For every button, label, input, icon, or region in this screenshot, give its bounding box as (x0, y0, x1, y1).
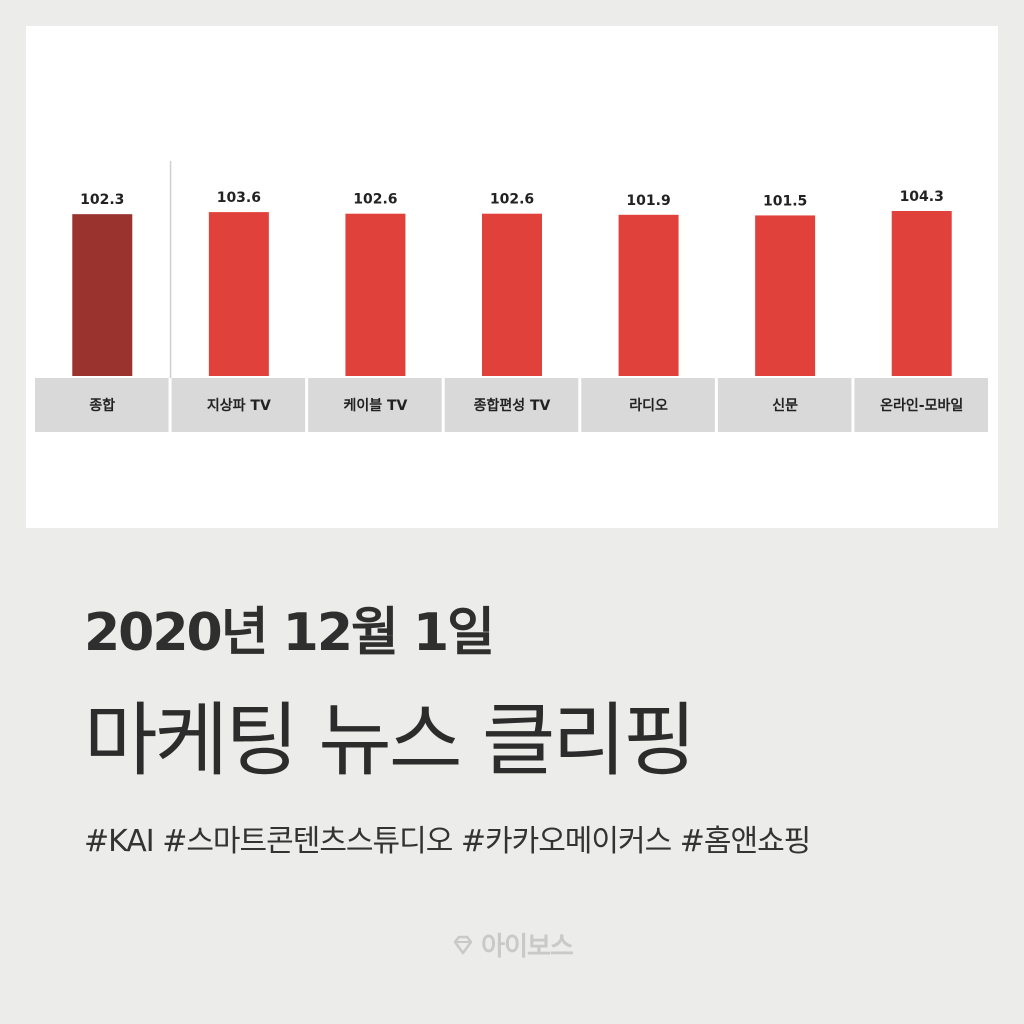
category-label: 온라인-모바일 (880, 397, 963, 414)
category-band (854, 378, 988, 432)
bar (345, 213, 406, 376)
bar (208, 212, 269, 376)
brand-logo: 아이보스 (0, 926, 1024, 963)
data-label: 102.6 (353, 192, 397, 208)
data-label: 104.3 (900, 189, 944, 205)
category-label: 라디오 (629, 398, 668, 414)
category-label: 지상파 TV (207, 398, 271, 414)
data-label: 101.9 (626, 193, 670, 209)
hashtags: #KAI #스마트콘텐츠스튜디오 #카카오메이커스 #홈앤쇼핑 (84, 824, 811, 859)
data-label: 101.5 (763, 193, 807, 209)
chart-card: 102.3 종합 103.6 지상파 TV 102.6 케이블 TV 102.6 종합편성 T… (26, 26, 998, 528)
category-label: 종합편성 TV (474, 397, 551, 414)
bar-chart: 102.3 종합 103.6 지상파 TV 102.6 케이블 TV 102.6 종합편성 T… (35, 161, 988, 432)
diamond-logo-icon (453, 935, 473, 954)
category-band (717, 378, 852, 432)
bar (755, 215, 816, 376)
bar (72, 214, 133, 376)
bar (891, 211, 952, 376)
category-label: 케이블 TV (343, 397, 407, 414)
category-band (444, 378, 579, 432)
category-label: 종합 (89, 397, 115, 414)
data-label: 102.3 (80, 192, 124, 208)
brand-name: 아이보스 (481, 932, 574, 962)
page-title: 마케팅 뉴스 클리핑 (84, 694, 697, 787)
category-band (35, 378, 169, 432)
category-label: 신문 (772, 398, 798, 414)
category-band (171, 378, 306, 432)
bar (618, 214, 679, 376)
date-title: 2020년 12월 1일 (84, 603, 495, 663)
data-label: 103.6 (217, 190, 261, 206)
data-label: 102.6 (490, 192, 534, 208)
category-band (581, 378, 715, 432)
bar (482, 213, 542, 376)
category-band (308, 378, 442, 432)
